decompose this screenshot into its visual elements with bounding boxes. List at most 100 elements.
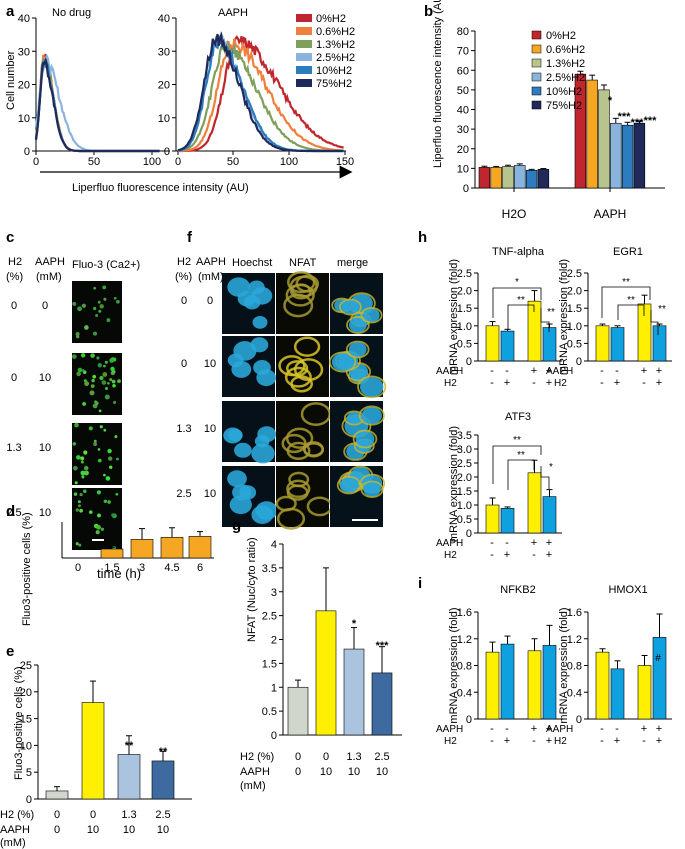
h-atf3-ytick-label: 0 xyxy=(466,528,472,540)
f-nucleus xyxy=(239,485,257,500)
d-xtick-label: 4.5 xyxy=(164,562,179,574)
f-merge-nucleus xyxy=(331,352,354,372)
h-atf3-aaph-sign: - xyxy=(505,537,509,549)
f-merge-nucleus xyxy=(339,477,359,493)
e-1-bar xyxy=(81,702,105,800)
c-cell-dot xyxy=(90,353,95,358)
histogram-ylabel: Cell number xyxy=(5,50,17,110)
panel-h: h TNF-alpha mRNA expression (fold) 0 0.5 1.0… xyxy=(418,229,672,561)
c-cell-dot xyxy=(108,456,113,461)
b-0-3-bar xyxy=(514,165,526,189)
h-tnf-h2-sign: - xyxy=(490,377,494,389)
h-atf3-aaph-sign: + xyxy=(531,537,537,549)
h-atf3-h2-sign: + xyxy=(504,549,510,561)
h-tnf-row-h2: H2 xyxy=(444,378,457,389)
h-atf3-ytick-label: 3.5 xyxy=(457,430,472,442)
c-cell-dot xyxy=(81,303,87,308)
c-cell-dot xyxy=(111,513,115,517)
c-cell-dot xyxy=(117,379,121,383)
g-significance: * xyxy=(352,618,357,630)
c-row-h2: 0 xyxy=(11,300,17,312)
g-row-label-mm: (mM) xyxy=(240,780,266,792)
f-nfat-signal xyxy=(303,442,324,458)
h-tnf-sig-bracket xyxy=(507,304,535,330)
d-xtick-label: 0 xyxy=(75,562,81,574)
g-ytick-label: 3.5 xyxy=(262,563,277,575)
c-cell-dot xyxy=(83,489,87,493)
c-cell-dot xyxy=(99,304,104,309)
b-0-0-bar xyxy=(478,167,491,189)
legend-label-1: 0.6%H2 xyxy=(316,26,355,38)
i-hmox1-ytick-label: 1.2 xyxy=(567,634,582,646)
b-ytick-label: 60 xyxy=(457,65,469,77)
c-cell-dot xyxy=(116,299,120,304)
i-hmox1-aaph-sign: + xyxy=(641,723,647,735)
h-egr1-title: EGR1 xyxy=(613,246,643,258)
f-nucleus xyxy=(252,316,268,329)
c-cell-dot xyxy=(106,318,111,323)
h-atf3-row-h2: H2 xyxy=(444,550,457,561)
f-merge-nucleus xyxy=(348,341,367,358)
b-ytick-label: 50 xyxy=(457,85,469,97)
c-cell-dot xyxy=(76,371,81,377)
e-aaph-value: 0 xyxy=(54,824,60,836)
c-cell-dot xyxy=(88,426,93,431)
c-cell-dot xyxy=(104,394,110,400)
g-ytick-label: 2 xyxy=(271,635,277,647)
h-egr1-h2-sign: + xyxy=(656,377,662,389)
h-tnf-aaph-sign: - xyxy=(490,365,494,377)
c-cell-dot xyxy=(96,524,101,530)
g-ytick-label: 1.5 xyxy=(262,658,277,670)
f-merge-nucleus xyxy=(361,406,382,425)
d-2-bar xyxy=(130,539,154,559)
c-cell-dot xyxy=(93,286,97,290)
histogram-xlabel: Liperfluo fluorescence intensity (AU) xyxy=(72,182,249,194)
h-atf3-ylabel: mRNA expression (fold) xyxy=(448,426,460,542)
h-egr1-ytick-label: 2.5 xyxy=(567,268,582,280)
h-atf3-ytick-label: 1.0 xyxy=(457,500,472,512)
h-atf3-h2-sign: - xyxy=(490,549,494,561)
c-head-h2-unit: (%) xyxy=(6,271,23,283)
c-cell-dot xyxy=(111,369,116,374)
legend-swatch-4 xyxy=(296,66,312,74)
h-atf3-0-bar xyxy=(485,504,500,534)
b-ytick-label: 0 xyxy=(463,183,469,195)
i-hmox1-2-bar xyxy=(637,665,652,720)
i-nfkb2-aaph-sign: - xyxy=(490,723,494,735)
c-cell-dot xyxy=(103,297,107,301)
c-cell-dot xyxy=(73,465,78,471)
c-cell-dot xyxy=(103,428,107,432)
c-head-aaph-unit: (mM) xyxy=(36,271,62,283)
g-row-label-aaph: AAPH xyxy=(240,766,270,778)
h-tnf-sig-mark: ** xyxy=(547,307,555,318)
c-cell-dot xyxy=(78,504,81,508)
g-aaph-value: 0 xyxy=(295,766,301,778)
h-egr1-sig-mark: ** xyxy=(622,277,630,288)
f-merge-nucleus xyxy=(355,431,375,447)
g-3-bar xyxy=(371,672,393,736)
i-hmox1-aaph-sign: - xyxy=(615,723,619,735)
g-2-bar xyxy=(343,648,365,736)
g-ytick-label: 1 xyxy=(271,682,277,694)
i-nfkb2-ylabel: mRNA expression (fold) xyxy=(448,607,460,723)
c-row-h2: 0 xyxy=(11,372,17,384)
b-legend-label-4: 10%H2 xyxy=(546,86,582,98)
i-nfkb2-1-bar xyxy=(500,643,515,720)
i-nfkb2-title: NFKB2 xyxy=(500,584,535,596)
c-cell-dot xyxy=(107,448,112,454)
h-tnf-aaph-sign: - xyxy=(505,365,509,377)
h-atf3-sig-mark: ** xyxy=(517,450,525,461)
f-row-h2: 2.5 xyxy=(176,488,191,500)
h-tnf-row-aaph: AAPH xyxy=(436,366,463,377)
c-cell-dot xyxy=(99,425,103,429)
e-aaph-value: 10 xyxy=(123,824,135,836)
panel-label-i: i xyxy=(418,575,422,592)
legend-swatch-5 xyxy=(296,79,312,87)
chart-i-hmox1: HMOX1 mRNA expression (fold) 0 0.4 0.8 1.2 1.6… xyxy=(546,584,672,747)
h-atf3-ytick-label: 0.5 xyxy=(457,514,472,526)
i-hmox1-h2-sign: - xyxy=(600,735,604,747)
c-cell-dot xyxy=(99,375,104,381)
f-nfat-signal xyxy=(293,358,324,382)
hist-left-xtick-label: 100 xyxy=(143,156,161,168)
